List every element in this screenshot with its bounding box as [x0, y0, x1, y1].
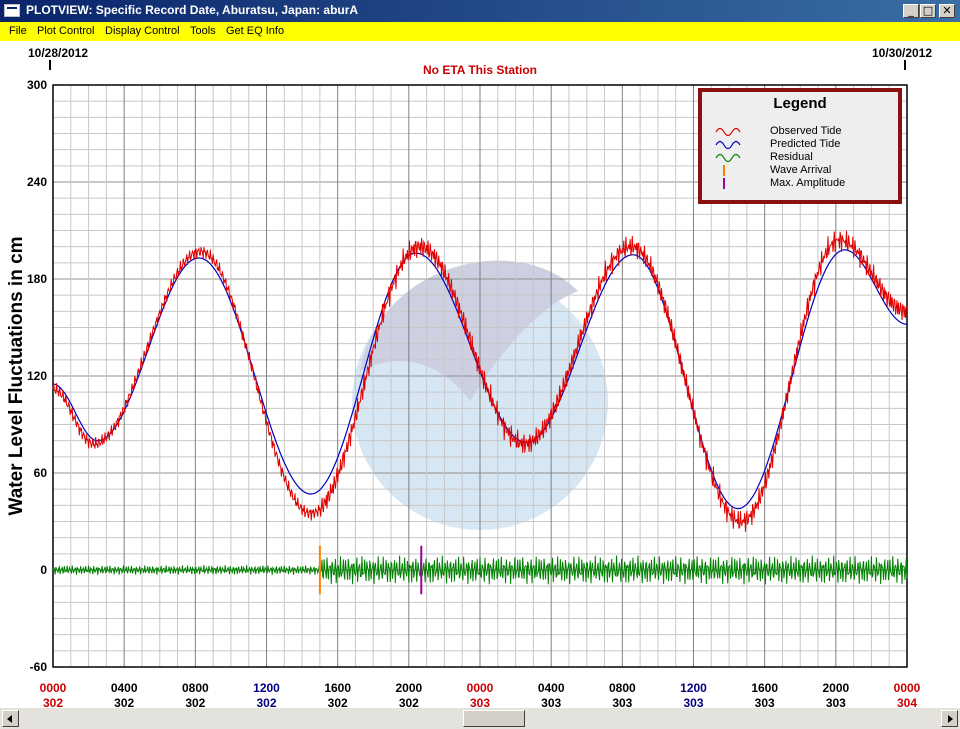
legend-label: Predicted Tide	[770, 138, 841, 150]
window-title: PLOTVIEW: Specific Record Date, Aburatsu…	[26, 3, 359, 17]
residual-line	[52, 555, 908, 585]
legend-label: Max. Amplitude	[770, 177, 846, 189]
horizontal-scrollbar[interactable]	[0, 708, 960, 729]
y-tick-label: 180	[27, 272, 47, 286]
arrow-left-icon	[7, 715, 12, 723]
eta-status: No ETA This Station	[423, 63, 537, 77]
x-tick-time-label: 2000	[822, 681, 849, 695]
maximize-button[interactable]: □	[920, 4, 936, 18]
menu-get-eq-info[interactable]: Get EQ Info	[226, 25, 285, 37]
arrow-right-icon	[948, 715, 953, 723]
scroll-left-button[interactable]	[2, 710, 19, 727]
x-tick-time-label: 2000	[395, 681, 422, 695]
legend-label: Observed Tide	[770, 125, 842, 137]
legend-item-predicted-tide: Predicted Tide	[714, 138, 894, 151]
chart-series	[52, 230, 908, 585]
legend-item-residual: Residual	[714, 151, 894, 164]
date-end-label: 10/30/2012	[872, 46, 932, 60]
observed-tide-wave-icon	[715, 127, 741, 137]
x-tick-time-label: 0000	[467, 681, 494, 695]
x-tick-time-label: 0400	[538, 681, 565, 695]
plot-frame	[52, 84, 908, 668]
x-tick-day-label: 302	[114, 696, 134, 708]
y-tick-label: 120	[27, 369, 47, 383]
legend-label: Wave Arrival	[770, 164, 832, 176]
scrollbar-thumb[interactable]	[463, 710, 525, 727]
x-tick-day-label: 302	[185, 696, 205, 708]
x-tick-time-label: 0800	[609, 681, 636, 695]
y-tick-label: -60	[30, 660, 48, 674]
x-tick-time-label: 0000	[894, 681, 921, 695]
y-axis: -60 0 60 120 180 240 300	[27, 78, 47, 674]
x-tick-time-label: 1200	[253, 681, 280, 695]
x-tick-day-label: 303	[612, 696, 632, 708]
x-tick-day-label: 302	[328, 696, 348, 708]
menu-tools[interactable]: Tools	[190, 25, 216, 37]
x-tick-day-label: 303	[541, 696, 561, 708]
legend[interactable]: Legend Observed Tide Predicted Tide Resi…	[698, 88, 902, 204]
y-tick-label: 300	[27, 78, 47, 92]
x-axis: 0000302040030208003021200302160030220003…	[40, 681, 921, 708]
residual-wave-icon	[715, 153, 741, 163]
y-axis-label: Water Level Fluctuations in cm	[6, 236, 27, 515]
legend-item-wave-arrival: Wave Arrival	[714, 164, 894, 177]
x-tick-day-label: 303	[683, 696, 703, 708]
date-start-label: 10/28/2012	[28, 46, 88, 60]
app-icon[interactable]	[4, 4, 20, 17]
y-tick-label: 0	[40, 563, 47, 577]
legend-label: Residual	[770, 151, 813, 163]
x-tick-time-label: 1200	[680, 681, 707, 695]
observed-tide-line	[52, 230, 908, 532]
x-tick-time-label: 0400	[111, 681, 138, 695]
x-tick-day-label: 302	[399, 696, 419, 708]
scroll-right-button[interactable]	[941, 710, 958, 727]
x-tick-day-label: 303	[470, 696, 490, 708]
predicted-tide-wave-icon	[715, 140, 741, 150]
max-amplitude-bar-icon	[723, 178, 725, 189]
x-tick-day-label: 302	[43, 696, 63, 708]
legend-item-observed-tide: Observed Tide	[714, 125, 894, 138]
event-markers	[318, 545, 423, 595]
x-tick-day-label: 302	[256, 696, 276, 708]
x-tick-day-label: 303	[755, 696, 775, 708]
legend-title: Legend	[773, 95, 827, 112]
menu-bar: File Plot Control Display Control Tools …	[0, 22, 960, 41]
menu-file[interactable]: File	[9, 25, 27, 37]
close-button[interactable]: ✕	[939, 4, 955, 18]
x-tick-day-label: 304	[897, 696, 917, 708]
minimize-button[interactable]: _	[903, 4, 919, 18]
x-tick-time-label: 0000	[40, 681, 67, 695]
x-tick-time-label: 1600	[751, 681, 778, 695]
y-tick-label: 240	[27, 175, 47, 189]
plot-area: -60 0 60 120 180 240 300 0000 302 0400 302 0800 302…	[0, 41, 960, 708]
x-tick-day-label: 303	[826, 696, 846, 708]
wave-arrival-bar-icon	[723, 165, 725, 176]
x-tick-time-label: 0800	[182, 681, 209, 695]
legend-item-max-amplitude: Max. Amplitude	[714, 177, 894, 190]
menu-plot-control[interactable]: Plot Control	[37, 25, 95, 37]
y-tick-label: 60	[34, 466, 48, 480]
menu-display-control[interactable]: Display Control	[105, 25, 180, 37]
title-bar: PLOTVIEW: Specific Record Date, Aburatsu…	[0, 0, 960, 22]
x-tick-time-label: 1600	[324, 681, 351, 695]
